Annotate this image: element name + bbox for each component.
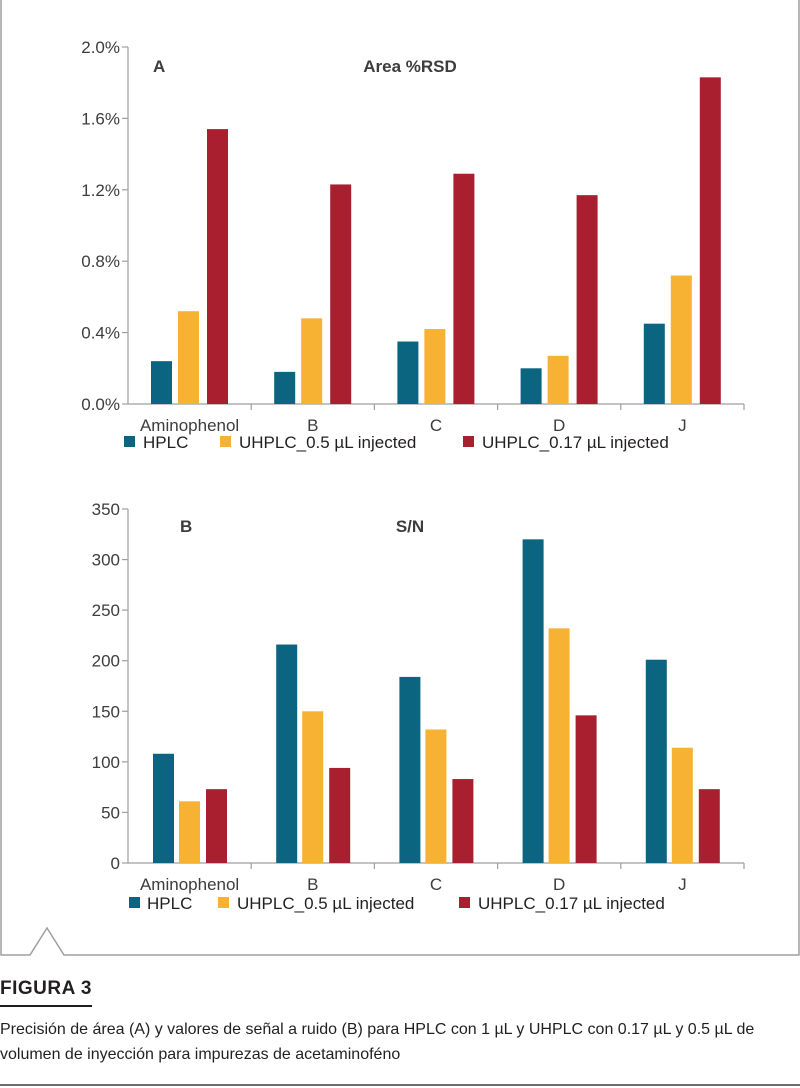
- figure-label-underline: [0, 1005, 92, 1007]
- legend-label: HPLC: [143, 433, 188, 452]
- area-rsd-chart: 0.0% 0.4% 0.8% 1.2% 1.6% 2.0% Aminophenol B C D J A…: [81, 38, 745, 452]
- y-tick-label: 300: [92, 551, 120, 570]
- bar-uhplc-0-5: [424, 329, 446, 404]
- legend-swatch: [218, 897, 229, 908]
- bar-uhplc-0-5: [670, 275, 692, 404]
- x-tick-label: D: [553, 416, 565, 435]
- legend-swatch: [220, 436, 231, 447]
- x-tick-label: D: [553, 875, 565, 894]
- bar-uhplc-0-17: [452, 779, 474, 863]
- x-tick-label: J: [678, 875, 687, 894]
- panel-letter: A: [153, 57, 165, 76]
- legend-swatch: [129, 897, 140, 908]
- bar-uhplc-0-5: [547, 355, 569, 404]
- bar-uhplc-0-5: [179, 801, 200, 863]
- bar-uhplc-0-17: [698, 789, 720, 863]
- bar-hplc: [643, 323, 665, 404]
- figure-caption: Precisión de área (A) y valores de señal…: [0, 1021, 755, 1063]
- legend-label: UHPLC_0.5 µL injected: [239, 433, 416, 452]
- bar-hplc: [399, 676, 421, 863]
- y-tick-label: 0.0%: [81, 395, 120, 414]
- bar-hplc: [397, 341, 419, 404]
- chart-title: Area %RSD: [363, 57, 457, 76]
- y-tick-label: 1.6%: [81, 109, 120, 128]
- panel-letter: B: [180, 517, 192, 536]
- y-tick-label: 0: [111, 854, 120, 873]
- y-tick-label: 50: [101, 803, 120, 822]
- x-tick-label: Aminophenol: [140, 416, 239, 435]
- bar-uhplc-0-5: [548, 628, 570, 863]
- y-tick-label: 250: [92, 601, 120, 620]
- legend-label: UHPLC_0.17 µL injected: [478, 894, 665, 913]
- bar-hplc: [153, 753, 174, 863]
- bar-hplc: [276, 644, 298, 863]
- bar-hplc: [274, 371, 296, 404]
- x-tick-label: B: [307, 875, 318, 894]
- x-tick-label: B: [307, 416, 318, 435]
- bar-uhplc-0-5: [178, 311, 199, 404]
- bar-uhplc-0-5: [302, 711, 324, 863]
- x-tick-label: J: [678, 416, 687, 435]
- bar-hplc: [520, 368, 542, 404]
- legend-swatch: [463, 436, 474, 447]
- bar-uhplc-0-5: [425, 729, 447, 863]
- bar-uhplc-0-17: [576, 195, 598, 404]
- bar-uhplc-0-17: [207, 129, 228, 405]
- bar-uhplc-0-17: [206, 789, 227, 863]
- x-tick-label: C: [430, 416, 442, 435]
- bar-uhplc-0-17: [330, 184, 352, 404]
- x-tick-label: C: [430, 875, 442, 894]
- x-tick-label: Aminophenol: [140, 875, 239, 894]
- signal-to-noise-chart: 0 50 100 150 200 250 300 350 Aminophenol B C D J B S/N…: [92, 500, 745, 913]
- bar-uhplc-0-17: [699, 77, 721, 404]
- bar-uhplc-0-17: [453, 173, 475, 404]
- y-tick-label: 0.8%: [81, 252, 120, 271]
- bar-hplc: [151, 361, 172, 404]
- legend-label: HPLC: [147, 894, 192, 913]
- legend-swatch: [459, 897, 470, 908]
- y-tick-label: 150: [92, 702, 120, 721]
- bottom-rule: [0, 1084, 800, 1086]
- bar-uhplc-0-5: [301, 318, 323, 404]
- bar-uhplc-0-17: [575, 715, 597, 863]
- chart-title: S/N: [396, 517, 424, 536]
- figure-label: FIGURA 3: [0, 978, 92, 999]
- y-tick-label: 350: [92, 500, 120, 519]
- bar-hplc: [645, 659, 667, 863]
- y-tick-label: 100: [92, 753, 120, 772]
- bar-uhplc-0-5: [671, 747, 693, 863]
- y-tick-label: 2.0%: [81, 38, 120, 57]
- legend-label: UHPLC_0.5 µL injected: [237, 894, 414, 913]
- y-tick-label: 200: [92, 652, 120, 671]
- bar-uhplc-0-17: [329, 767, 351, 863]
- y-tick-label: 1.2%: [81, 181, 120, 200]
- y-tick-label: 0.4%: [81, 324, 120, 343]
- legend-swatch: [124, 436, 135, 447]
- bar-hplc: [522, 539, 544, 863]
- legend-label: UHPLC_0.17 µL injected: [482, 433, 669, 452]
